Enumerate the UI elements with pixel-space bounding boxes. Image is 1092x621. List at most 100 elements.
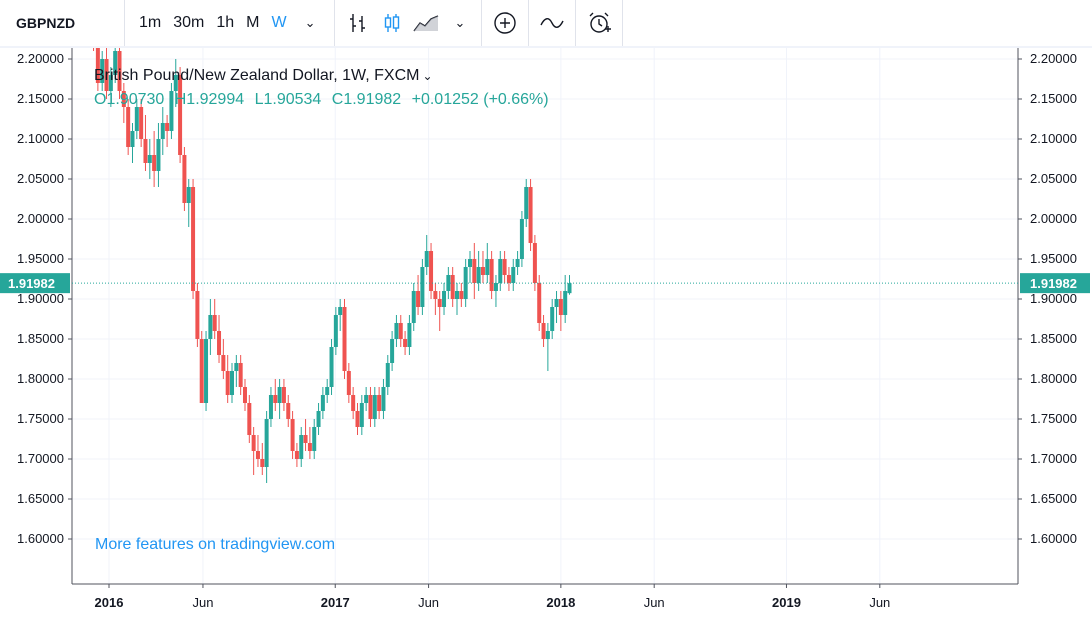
candle-down (377, 395, 382, 411)
legend-values: O1.90730 H1.92994 L1.90534 C1.91982 +0.0… (94, 88, 555, 112)
candle-up (563, 291, 568, 315)
last-price-tag-left-bg (0, 273, 70, 294)
bar-style-icon[interactable] (341, 6, 375, 40)
candle-down (459, 291, 464, 299)
symbol-search-button[interactable]: GBPNZD (0, 0, 125, 46)
candle-up (550, 307, 555, 331)
candle-down (433, 291, 438, 299)
candle-up (134, 107, 139, 131)
candle-up (147, 155, 152, 163)
candle-down (450, 275, 455, 299)
candle-up (420, 267, 425, 307)
right-y-tick-label: 2.05000 (1030, 171, 1077, 186)
left-y-tick-label: 2.20000 (17, 51, 64, 66)
candle-down (247, 403, 252, 435)
candle-down (104, 59, 109, 91)
candle-up (333, 315, 338, 347)
candle-down (346, 371, 351, 395)
chart-style-group: ⌄ (335, 0, 483, 46)
candle-up (442, 291, 447, 307)
candle-down (437, 299, 442, 307)
candle-up (325, 387, 330, 395)
legend-open: O1.90730 (94, 91, 165, 108)
candle-up (169, 91, 174, 131)
right-y-tick-label: 1.85000 (1030, 331, 1077, 346)
candle-up (498, 259, 503, 283)
x-tick-label: Jun (644, 595, 665, 610)
candle-up (338, 307, 343, 315)
top-toolbar: GBPNZD 1m 30m 1h M W ⌄ ⌄ (0, 0, 1092, 46)
candle-down (143, 139, 148, 163)
candle-up (545, 331, 550, 339)
chart-pane[interactable]: 1.60000 1.60000 1.65000 1.65000 1.70000 1.700… (0, 48, 1092, 621)
candle-down (251, 435, 256, 451)
x-tick-label: 2019 (772, 595, 801, 610)
candle-up (156, 139, 161, 171)
candle-down (126, 107, 131, 147)
candle-down (368, 395, 373, 419)
candle-down (221, 355, 226, 371)
candle-up (100, 59, 105, 83)
candle-down (489, 259, 494, 291)
candle-down (532, 243, 537, 283)
chevron-down-icon[interactable]: ⌄ (422, 69, 433, 83)
left-y-tick-label: 1.95000 (17, 251, 64, 266)
candle-down (191, 187, 196, 291)
interval-week-button[interactable]: W (271, 14, 287, 31)
price-chart[interactable]: 1.60000 1.60000 1.65000 1.65000 1.70000 1.700… (0, 48, 1092, 621)
candle-down (286, 403, 291, 419)
right-y-tick-label: 1.80000 (1030, 371, 1077, 386)
interval-1m-button[interactable]: 1m (139, 14, 162, 31)
candle-up (381, 387, 386, 411)
candle-down (472, 259, 477, 283)
candle-up (511, 267, 516, 283)
left-y-tick-label: 2.15000 (17, 91, 64, 106)
candle-up (173, 75, 178, 91)
candle-down (182, 155, 187, 203)
candle-down (403, 339, 408, 347)
left-y-tick-label: 1.70000 (17, 451, 64, 466)
area-style-icon[interactable] (409, 6, 443, 40)
tradingview-promo-link[interactable]: More features on tradingview.com (95, 536, 336, 553)
candle-up (204, 339, 209, 403)
candle-up (394, 323, 399, 339)
right-y-tick-label: 2.15000 (1030, 91, 1077, 106)
candle-down (255, 451, 260, 459)
right-y-tick-label: 1.70000 (1030, 451, 1077, 466)
candle-down (217, 331, 222, 355)
legend-title-row[interactable]: British Pound/New Zealand Dollar, 1W, FX… (94, 64, 555, 88)
interval-30m-button[interactable]: 30m (173, 14, 205, 31)
alert-icon[interactable] (582, 6, 616, 40)
left-y-tick-label: 1.75000 (17, 411, 64, 426)
right-y-tick-label: 1.75000 (1030, 411, 1077, 426)
compare-icon[interactable] (535, 6, 569, 40)
candle-up (329, 347, 334, 387)
legend-change: +0.01252 (+0.66%) (411, 91, 549, 108)
chevron-down-icon[interactable]: ⌄ (304, 15, 316, 30)
legend-low: L1.90534 (254, 91, 322, 108)
candle-down (139, 107, 144, 139)
chevron-down-icon[interactable]: ⌄ (454, 15, 466, 30)
alert-group (576, 0, 624, 46)
candle-up (424, 251, 429, 267)
candle-down (416, 291, 421, 307)
last-price-tag-right-bg (1020, 273, 1090, 294)
interval-month-button[interactable]: M (246, 14, 260, 31)
candle-up (264, 419, 269, 467)
left-y-tick-label: 1.90000 (17, 291, 64, 306)
candle-down (303, 435, 308, 443)
candle-style-icon[interactable] (375, 6, 409, 40)
candle-up (234, 363, 239, 371)
symbol-label: GBPNZD (16, 15, 76, 31)
candle-down (95, 48, 100, 83)
interval-selector: 1m 30m 1h M W ⌄ (125, 0, 335, 46)
candle-down (199, 339, 204, 403)
candle-down (355, 411, 360, 427)
add-indicator-icon[interactable] (488, 6, 522, 40)
candle-up (493, 283, 498, 291)
left-y-tick-label: 1.85000 (17, 331, 64, 346)
right-y-tick-label: 1.90000 (1030, 291, 1077, 306)
right-y-tick-label: 1.95000 (1030, 251, 1077, 266)
candle-up (312, 427, 317, 451)
interval-1h-button[interactable]: 1h (216, 14, 235, 31)
